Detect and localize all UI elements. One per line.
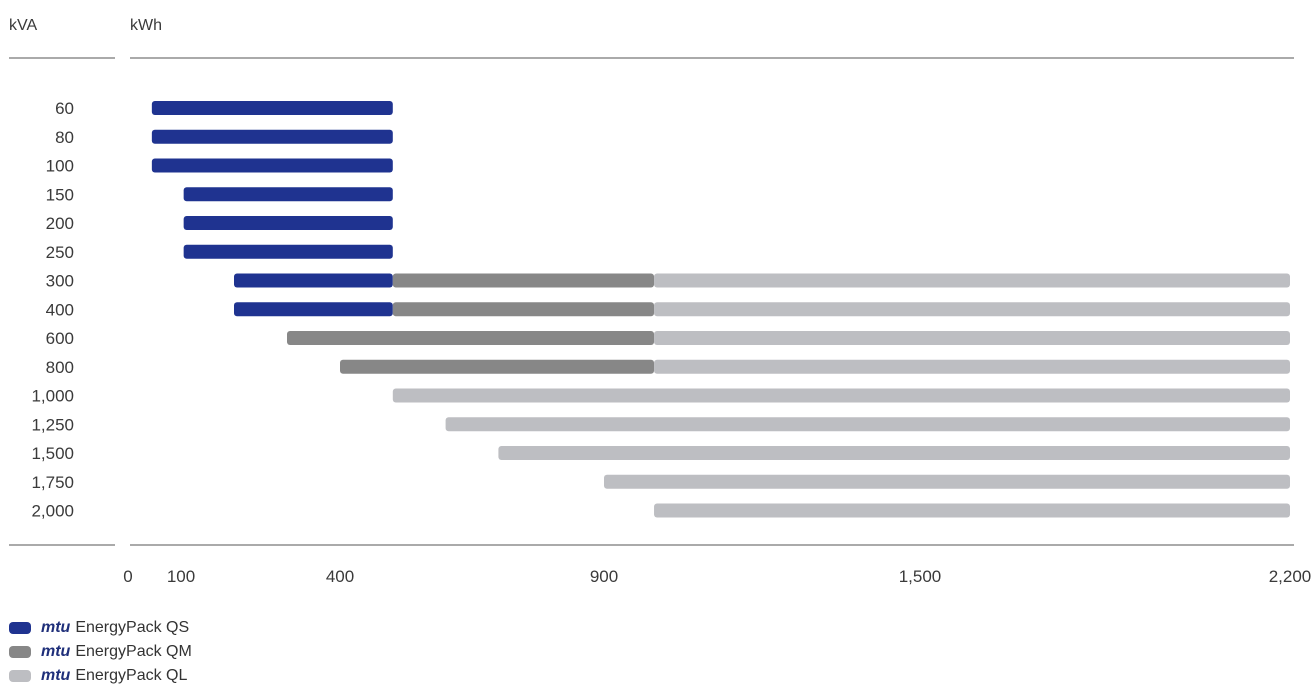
kwh-tick-label: 900 [590, 567, 618, 586]
kva-axis-title: kVA [9, 17, 37, 34]
kva-category-label: 300 [46, 272, 74, 291]
kva-category-label: 60 [55, 99, 74, 118]
kva-category-labels: 60 80 100 150 200 250 300 400 600 800 1,000 1,250 1,… [31, 99, 74, 521]
kva-category-label: 2,000 [31, 502, 74, 521]
kva-category-label: 100 [46, 157, 74, 176]
legend-label-ql: EnergyPack QL [75, 667, 188, 684]
legend: mtu EnergyPack QS mtu EnergyPack QM mtu … [9, 616, 192, 688]
bar-ql [654, 302, 1290, 317]
bar-ql [654, 273, 1290, 288]
bar-qs [151, 101, 393, 115]
legend-brand-qm: mtu [41, 643, 71, 660]
kwh-tick-label: 400 [326, 567, 354, 586]
bar-ql [392, 388, 1290, 403]
bar-qs [183, 187, 393, 202]
legend-swatch-ql [9, 670, 31, 682]
legend-label-qm: EnergyPack QM [75, 643, 192, 660]
kwh-axis-title: kWh [130, 17, 162, 34]
bar-qm [392, 273, 655, 288]
legend-swatch-qm [9, 646, 31, 658]
bar-ql [498, 446, 1290, 460]
kwh-tick-label: 1,500 [899, 567, 942, 586]
kva-category-label: 200 [46, 214, 74, 233]
legend-item-qs: mtu EnergyPack QS [9, 616, 192, 640]
kva-category-label: 250 [46, 243, 74, 262]
kwh-tick-label: 100 [167, 567, 195, 586]
kva-category-label: 1,250 [31, 415, 74, 434]
legend-brand-qs: mtu [41, 619, 71, 636]
kwh-tick-labels: 0 100 400 900 1,500 2,200 [123, 567, 1311, 586]
kva-category-label: 150 [46, 185, 74, 204]
bar-qm [340, 359, 655, 374]
bar-ql [654, 359, 1290, 374]
kva-category-label: 1,500 [31, 444, 74, 463]
bar-ql [654, 503, 1290, 518]
range-bar-chart: kVA kWh 60 80 100 150 200 250 300 400 600 800 1,00… [9, 17, 1311, 586]
bar-qm [392, 302, 655, 317]
kva-category-label: 400 [46, 300, 74, 319]
kva-category-label: 1,750 [31, 473, 74, 492]
bar-qs [151, 158, 393, 173]
bar-qm [287, 331, 655, 345]
legend-item-qm: mtu EnergyPack QM [9, 640, 192, 664]
legend-item-ql: mtu EnergyPack QL [9, 664, 192, 688]
bars-group [151, 101, 1291, 518]
kva-category-label: 80 [55, 128, 74, 147]
kva-category-label: 800 [46, 358, 74, 377]
kwh-tick-label: 2,200 [1269, 567, 1312, 586]
bar-qs [183, 244, 393, 259]
bar-ql [445, 417, 1291, 432]
kwh-tick-label: 0 [123, 567, 132, 586]
bar-qs [234, 273, 393, 288]
legend-label-qs: EnergyPack QS [75, 619, 190, 636]
bar-ql [654, 331, 1290, 345]
bar-qs [183, 216, 393, 230]
bar-ql [604, 474, 1290, 489]
bar-qs [151, 129, 393, 144]
legend-brand-ql: mtu [41, 667, 71, 684]
bar-qs [234, 302, 393, 317]
legend-swatch-qs [9, 622, 31, 634]
kva-category-label: 1,000 [31, 387, 74, 406]
kva-category-label: 600 [46, 329, 74, 348]
